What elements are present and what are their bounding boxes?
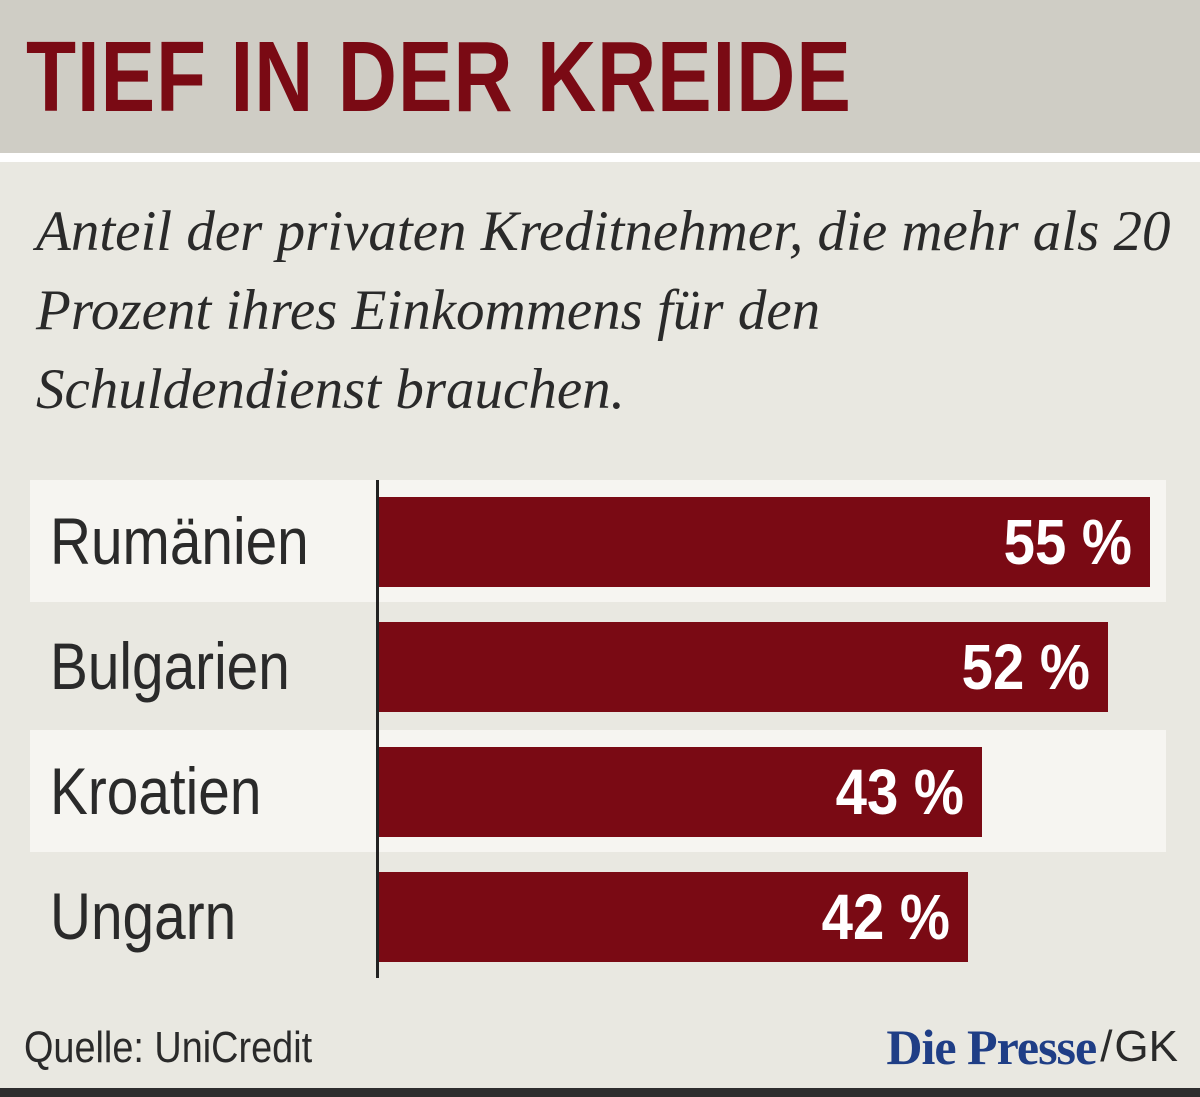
- value-label: 55 %: [1003, 506, 1132, 578]
- source-note: Quelle: UniCredit: [24, 1023, 313, 1072]
- value-label: 43 %: [835, 756, 964, 828]
- credit-separator: /: [1100, 1022, 1113, 1071]
- bar: [379, 622, 1108, 712]
- value-label: 42 %: [821, 881, 950, 953]
- publisher-logo: Die Presse: [886, 1019, 1097, 1075]
- category-label: Ungarn: [50, 879, 237, 953]
- header-band: [0, 0, 1200, 153]
- category-label: Rumänien: [50, 504, 309, 578]
- bottom-divider: [0, 1088, 1200, 1097]
- bar: [379, 747, 982, 837]
- category-label: Kroatien: [50, 754, 262, 828]
- graphic-credit: GK: [1114, 1022, 1178, 1071]
- category-label: Bulgarien: [50, 629, 290, 703]
- chart-title: TIEF IN DER KREIDE: [26, 21, 852, 133]
- value-label: 52 %: [961, 631, 1090, 703]
- chart-subtitle: Anteil der privaten Kreditnehmer, die me…: [36, 200, 1171, 421]
- header-divider: [0, 153, 1200, 162]
- publisher-credit: Die Presse / GK: [886, 1018, 1178, 1076]
- category-axis-line: [376, 480, 379, 978]
- bar: [379, 872, 968, 962]
- bar: [379, 497, 1150, 587]
